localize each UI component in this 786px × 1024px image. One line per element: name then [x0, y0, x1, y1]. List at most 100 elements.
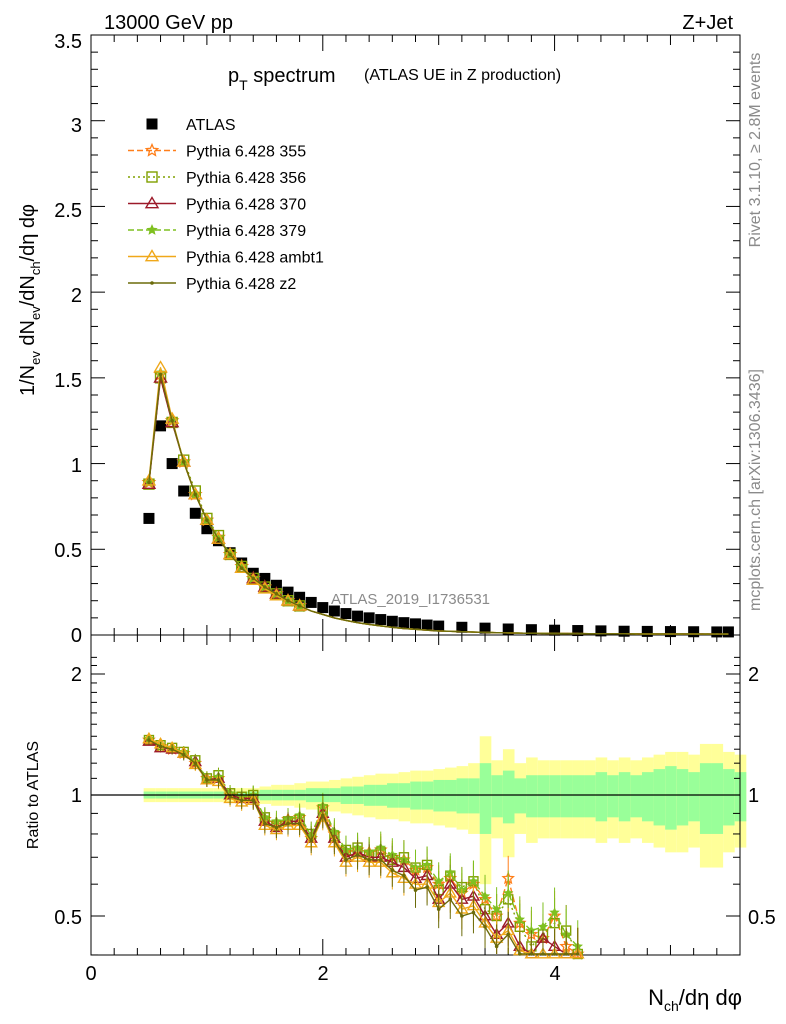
- data-point: [286, 598, 290, 603]
- plot-title-note: (ATLAS UE in Z production): [364, 67, 561, 84]
- data-point: [263, 585, 267, 589]
- data-point: [688, 626, 700, 638]
- data-point: [529, 952, 534, 956]
- data-point: [471, 910, 476, 915]
- data-point: [193, 761, 198, 765]
- data-point: [269, 588, 284, 601]
- ratio-line: [148, 738, 578, 955]
- data-point: [211, 531, 226, 544]
- legend-label: ATLAS: [186, 117, 236, 134]
- band-inner-bin: [514, 778, 527, 814]
- data-point: [402, 873, 406, 878]
- ratio-ytick-label: 0.5: [54, 907, 82, 929]
- data-point: [205, 518, 209, 522]
- data-point: [525, 624, 537, 636]
- data-point: [421, 859, 433, 870]
- data-point: [552, 952, 557, 956]
- data-point: [433, 620, 445, 632]
- data-point: [158, 744, 163, 749]
- data-point: [164, 415, 180, 428]
- legend-entry-p379: Pythia 6.428 379: [128, 223, 306, 240]
- data-point: [340, 608, 352, 620]
- data-point: [537, 921, 549, 932]
- data-point: [280, 593, 296, 606]
- band-inner-bin: [699, 763, 712, 834]
- data-point: [263, 821, 267, 826]
- analysis-watermark: ATLAS_2019_I1736531: [331, 591, 490, 608]
- data-point: [483, 925, 487, 929]
- data-point: [425, 885, 429, 889]
- data-point: [257, 581, 273, 594]
- band-inner-bin: [641, 772, 654, 822]
- legend-label: Pythia 6.428 ambt1: [186, 250, 324, 267]
- band-inner-bin: [653, 769, 666, 826]
- data-point: [332, 838, 337, 843]
- data-point: [181, 752, 186, 757]
- data-point: [479, 890, 491, 901]
- data-point: [722, 626, 734, 638]
- data-point: [158, 372, 163, 377]
- data-point: [494, 944, 499, 949]
- data-point: [212, 531, 225, 543]
- data-point: [216, 537, 221, 541]
- data-point: [251, 576, 256, 581]
- data-point: [547, 947, 562, 959]
- data-point: [144, 142, 160, 157]
- data-point: [514, 914, 525, 924]
- main-ytick-label: 2.5: [54, 200, 82, 222]
- data-point: [274, 825, 279, 830]
- data-point: [549, 624, 561, 636]
- data-point: [201, 523, 213, 535]
- data-point: [460, 914, 464, 918]
- ratio-line: [148, 739, 578, 955]
- data-point: [294, 591, 306, 603]
- band-inner-bin: [526, 775, 538, 818]
- ratio-series: [142, 731, 585, 960]
- data-point: [147, 480, 151, 485]
- data-point: [199, 512, 215, 526]
- main-ytick-label: 3: [71, 115, 82, 137]
- ratio-ytick-label: 1: [71, 785, 82, 807]
- main-ytick-label: 1.5: [54, 370, 82, 392]
- data-point: [320, 813, 325, 818]
- data-point: [274, 592, 279, 596]
- data-point: [445, 867, 456, 878]
- band-inner-bin: [665, 766, 677, 830]
- title-rest: spectrum: [248, 65, 336, 87]
- xtick-label: 0: [85, 963, 96, 985]
- data-point: [479, 622, 491, 634]
- data-point: [270, 579, 282, 591]
- band-inner-bin: [630, 775, 642, 818]
- data-point: [259, 572, 271, 584]
- band-inner-bin: [444, 779, 457, 812]
- data-point: [572, 625, 584, 637]
- legend-label: Pythia 6.428 370: [186, 197, 306, 214]
- data-point: [144, 249, 160, 262]
- data-point: [153, 360, 168, 373]
- data-point: [595, 625, 607, 637]
- band-inner-bin: [468, 778, 480, 814]
- data-point: [305, 596, 317, 608]
- data-point: [236, 560, 248, 572]
- data-point: [549, 907, 560, 917]
- data-point: [503, 887, 514, 898]
- data-point: [363, 612, 375, 624]
- legend-entry-z2: Pythia 6.428 z2: [128, 276, 296, 293]
- data-point: [386, 615, 398, 627]
- main-ytick-label: 0.5: [54, 540, 82, 562]
- data-point: [518, 952, 522, 956]
- data-point: [239, 798, 244, 803]
- band-inner-bin: [479, 763, 492, 834]
- data-point: [246, 572, 261, 586]
- title-main: p: [228, 65, 239, 87]
- main-series: [141, 360, 734, 638]
- data-point: [234, 560, 249, 574]
- data-point: [355, 852, 360, 857]
- data-point: [410, 618, 421, 630]
- ratio-series-z2: [147, 736, 580, 956]
- band-inner-bin: [560, 775, 573, 818]
- band-inner-bin: [456, 778, 469, 814]
- band-inner-bin: [676, 769, 689, 826]
- data-point: [146, 171, 158, 183]
- data-point: [375, 614, 387, 626]
